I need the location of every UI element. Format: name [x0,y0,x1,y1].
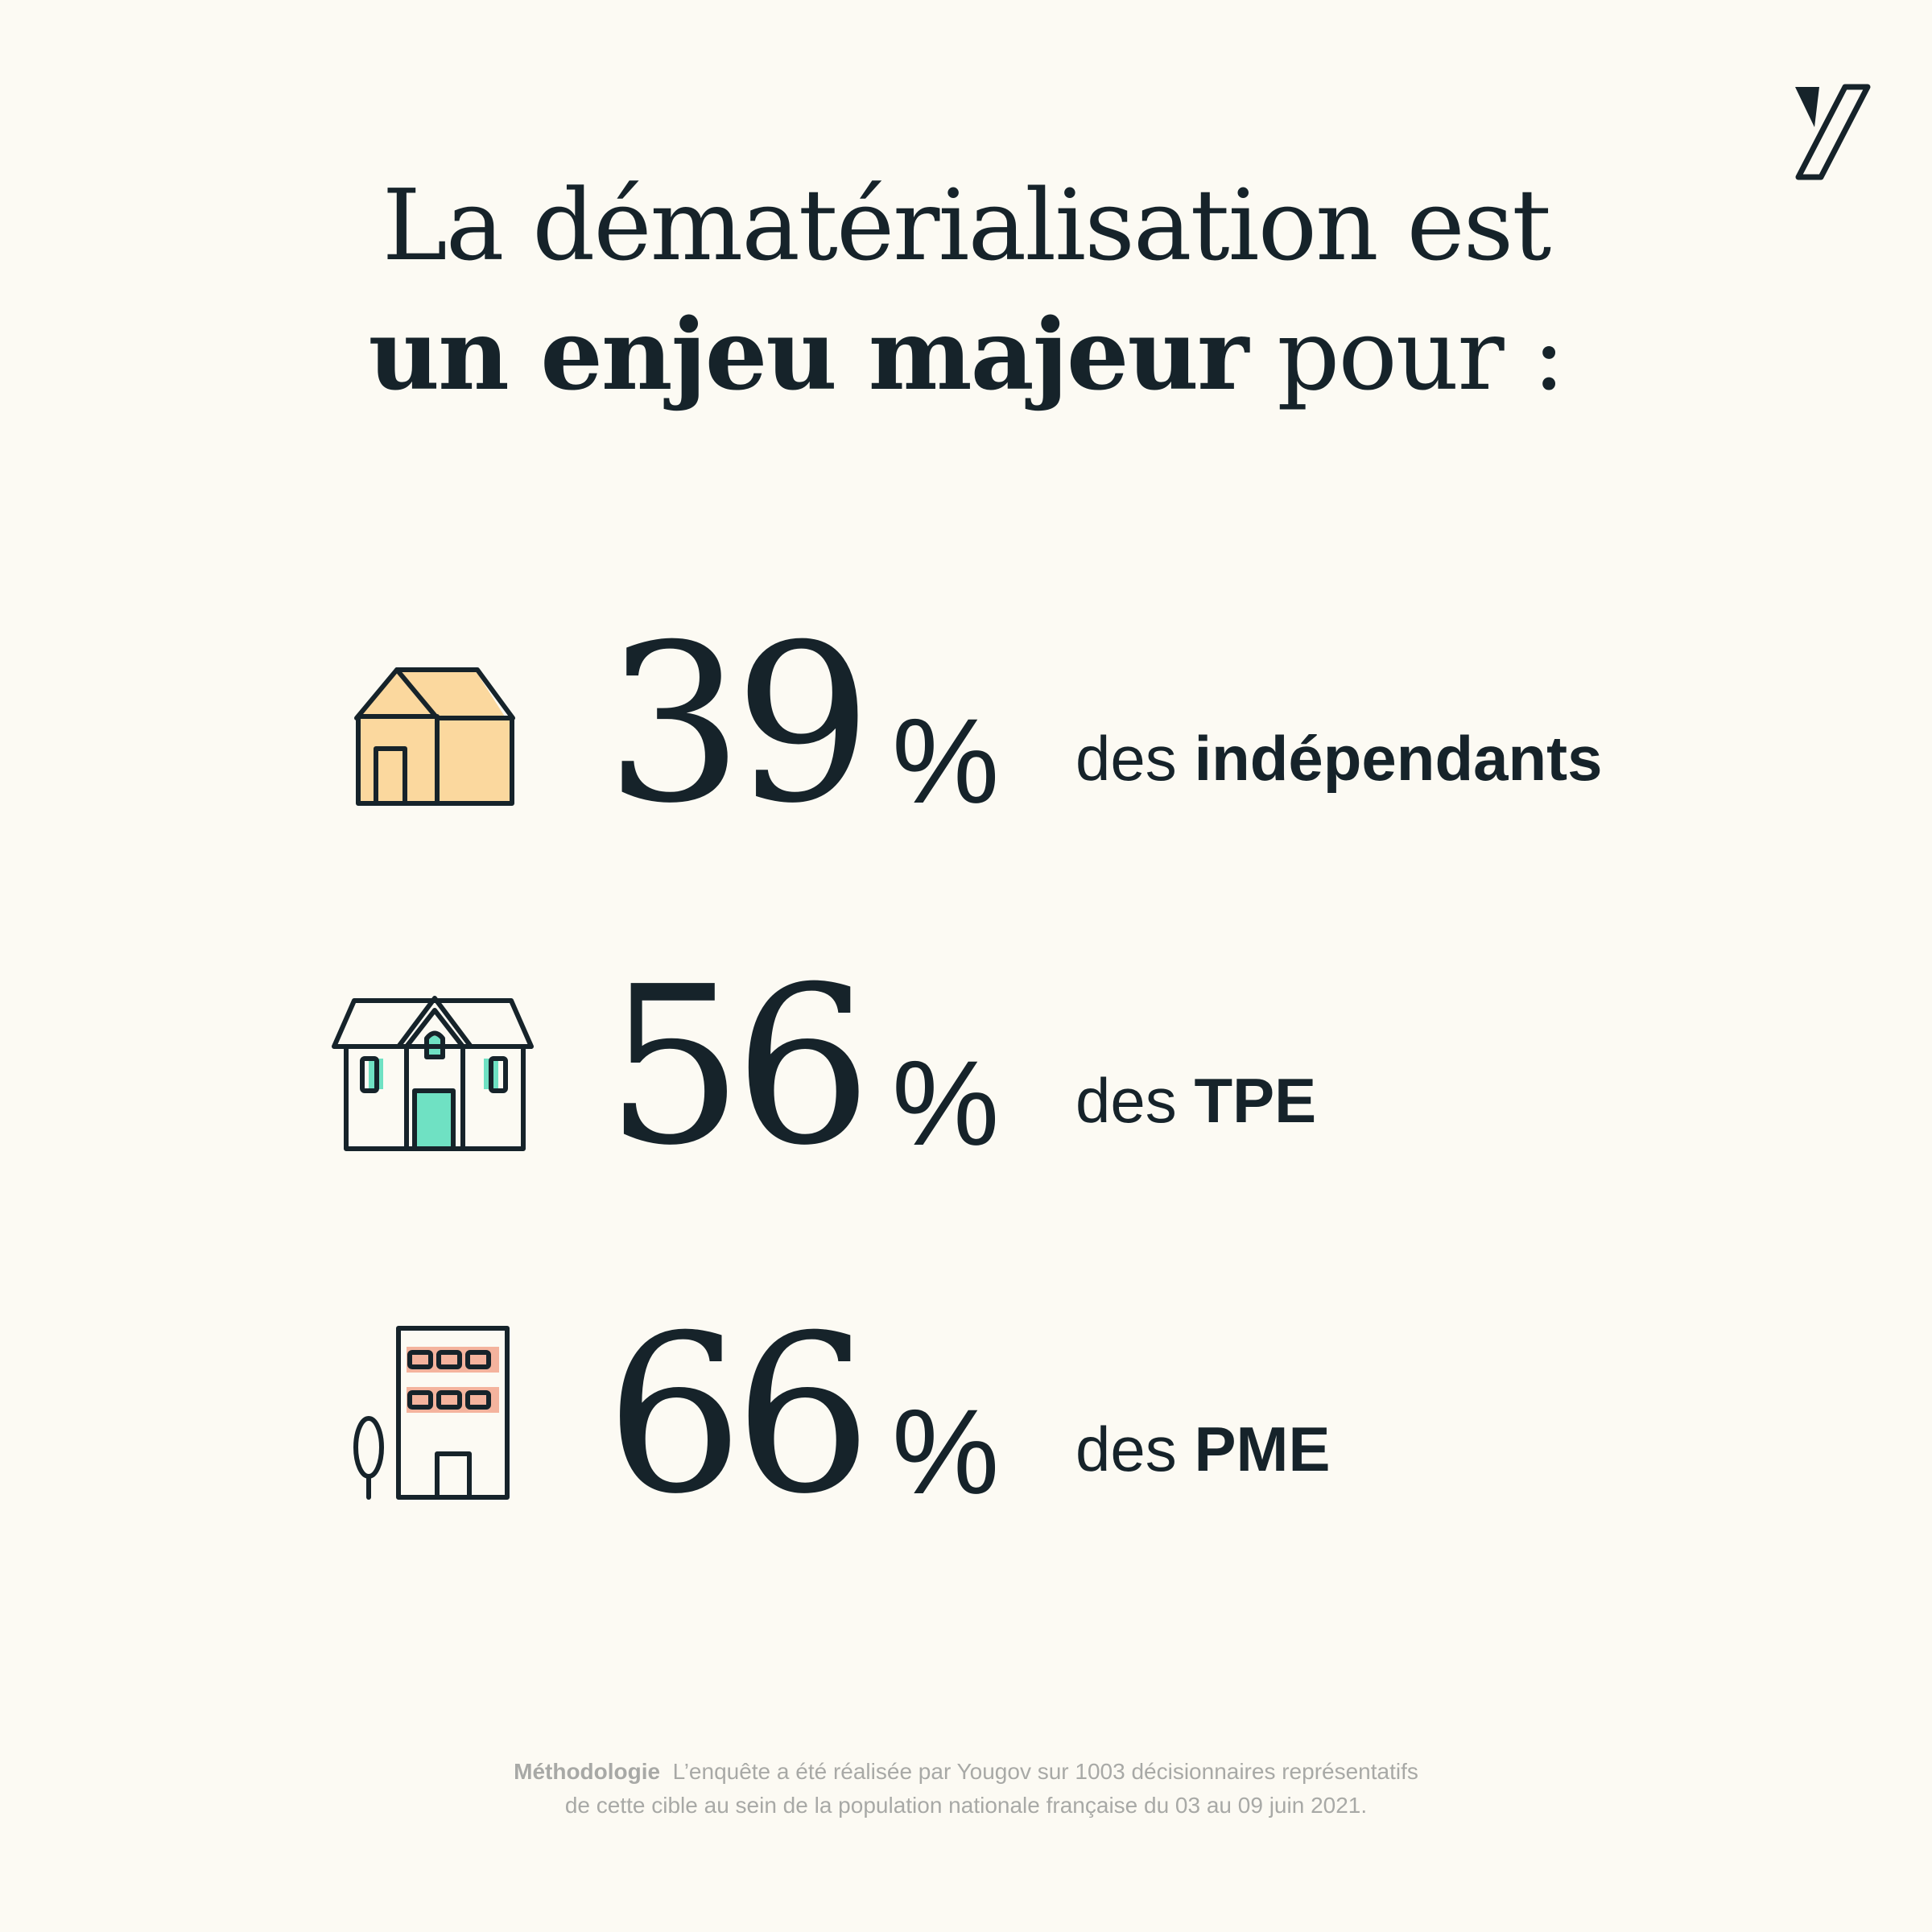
stat-label-prefix: des [1075,723,1177,794]
page-title-line2: un enjeu majeur pour : [0,294,1932,415]
title-rest: pour : [1277,298,1565,412]
stat-label-target: PME [1194,1414,1331,1484]
page-title-line1: La dématérialisation est [382,168,1552,283]
stat-row-independants: 39 % des indépendants [0,597,1932,851]
stat-value: 56 [605,939,873,1193]
brand-logo-icon [1795,84,1871,180]
stat-row-tpe: 56 % des TPE [0,939,1932,1193]
stat-label-prefix: des [1075,1065,1177,1136]
methodology-line1: Méthodologie L’enquête a été réalisée pa… [0,1755,1932,1789]
methodology-note: Méthodologie L’enquête a été réalisée pa… [0,1755,1932,1823]
stat-percent-sign: % [892,693,1000,828]
house-icon [354,667,515,806]
stat-percent-sign: % [892,1035,1000,1170]
stat-label-target: indépendants [1194,723,1603,794]
stat-label: des TPE [1075,1060,1316,1141]
methodology-line2: de cette cible au sein de la population … [564,1793,1368,1818]
title-emphasis: un enjeu majeur [368,296,1249,412]
stat-percent-sign: % [892,1384,1000,1519]
townhouse-icon [332,996,534,1151]
stat-row-pme: 66 % des PME [0,1288,1932,1542]
methodology-label: Méthodologie [514,1759,661,1784]
office-building-icon [353,1326,510,1500]
stat-label: des indépendants [1075,718,1602,799]
stat-label: des PME [1075,1409,1330,1489]
stat-label-target: TPE [1194,1065,1317,1136]
methodology-text1: L’enquête a été réalisée par Yougov sur … [672,1759,1418,1784]
stat-value: 39 [605,597,873,851]
stat-value: 66 [605,1288,873,1542]
stat-label-prefix: des [1075,1414,1177,1484]
